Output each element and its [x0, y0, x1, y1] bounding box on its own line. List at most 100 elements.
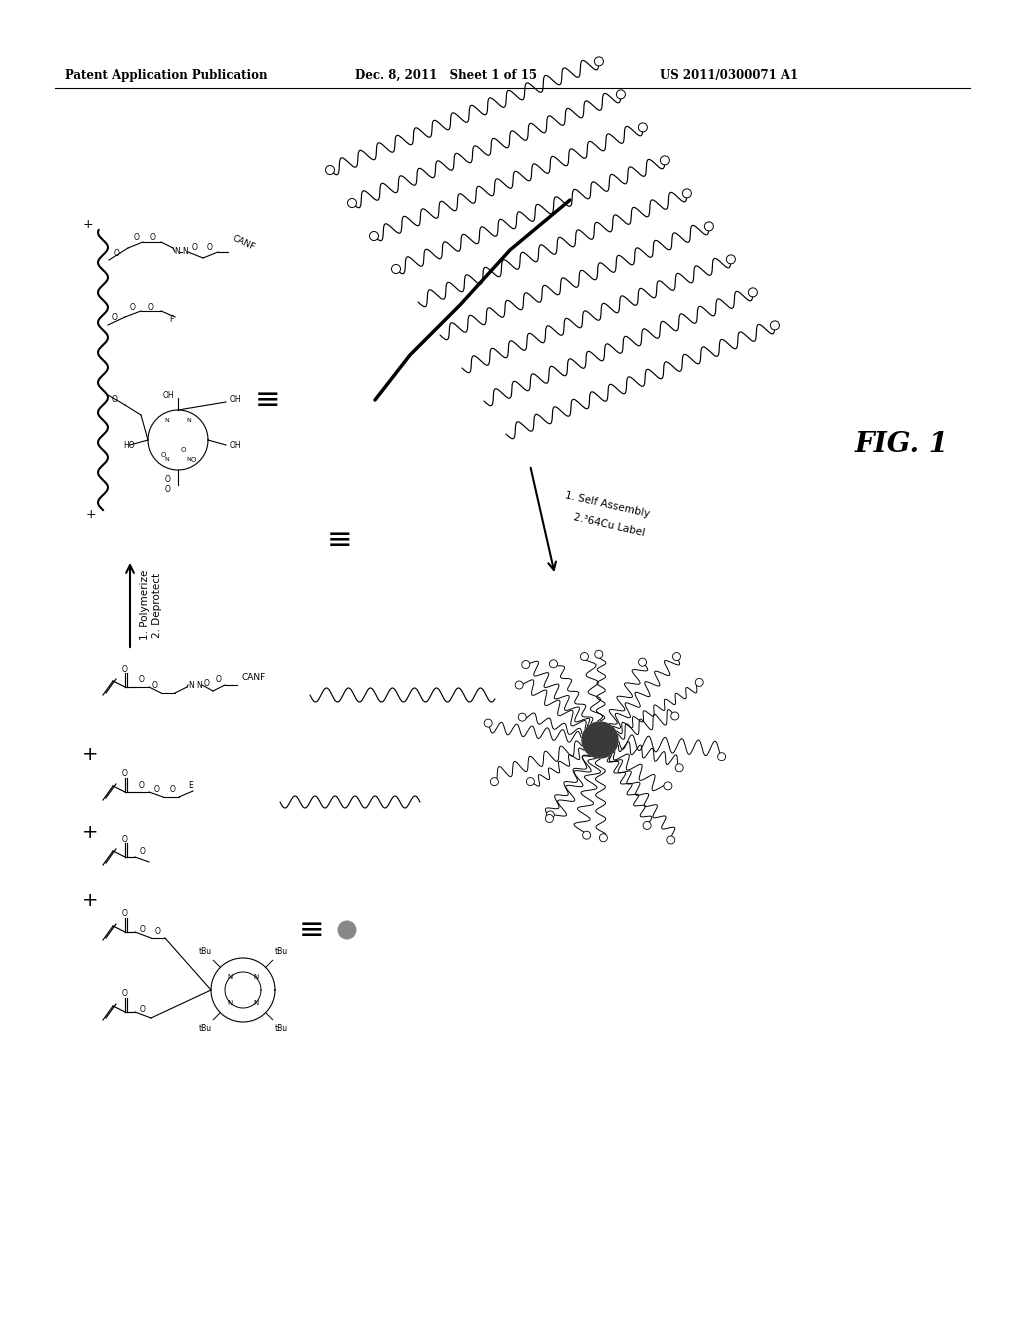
- Circle shape: [370, 231, 379, 240]
- Circle shape: [660, 156, 670, 165]
- Text: O: O: [122, 834, 128, 843]
- Circle shape: [675, 764, 683, 772]
- Text: OH: OH: [230, 396, 242, 404]
- Circle shape: [671, 711, 679, 719]
- Circle shape: [664, 781, 672, 789]
- Text: O: O: [114, 249, 120, 259]
- Text: O: O: [155, 927, 161, 936]
- Text: 2.³64Cu Label: 2.³64Cu Label: [572, 512, 646, 539]
- Text: O: O: [122, 664, 128, 673]
- Text: ≡: ≡: [299, 916, 325, 945]
- Text: HO: HO: [123, 441, 134, 450]
- Circle shape: [581, 652, 589, 660]
- Text: N: N: [186, 418, 191, 424]
- Circle shape: [490, 777, 499, 785]
- Text: N: N: [253, 999, 258, 1006]
- Text: F: F: [169, 315, 173, 325]
- Circle shape: [347, 198, 356, 207]
- Text: tBu: tBu: [274, 1024, 288, 1032]
- Text: O: O: [139, 676, 145, 685]
- Circle shape: [667, 836, 675, 843]
- Text: O: O: [112, 396, 118, 404]
- Text: Dec. 8, 2011   Sheet 1 of 15: Dec. 8, 2011 Sheet 1 of 15: [355, 69, 537, 82]
- Circle shape: [391, 264, 400, 273]
- Text: E: E: [188, 781, 194, 791]
- Circle shape: [582, 722, 618, 758]
- Circle shape: [547, 810, 554, 818]
- Text: ≡: ≡: [255, 385, 281, 414]
- Text: 1. Self Assembly: 1. Self Assembly: [564, 491, 651, 520]
- Text: N: N: [182, 248, 187, 256]
- Text: N: N: [174, 248, 180, 256]
- Text: CANF: CANF: [231, 234, 257, 252]
- Text: O: O: [140, 847, 146, 857]
- Text: O: O: [190, 457, 196, 463]
- Text: OH: OH: [162, 391, 174, 400]
- Text: +: +: [82, 824, 98, 842]
- Text: O: O: [122, 770, 128, 779]
- Text: O: O: [207, 243, 213, 252]
- Circle shape: [338, 921, 356, 939]
- Text: N: N: [186, 457, 191, 462]
- Text: Patent Application Publication: Patent Application Publication: [65, 69, 267, 82]
- Text: O: O: [151, 234, 156, 243]
- Text: O: O: [165, 486, 171, 495]
- Circle shape: [643, 821, 651, 829]
- Circle shape: [673, 652, 681, 660]
- Text: 2. Deprotect: 2. Deprotect: [152, 573, 162, 638]
- Text: +: +: [82, 891, 98, 909]
- Circle shape: [583, 832, 591, 840]
- Circle shape: [522, 660, 529, 668]
- Text: O: O: [165, 475, 171, 484]
- Text: O: O: [204, 678, 210, 688]
- Circle shape: [749, 288, 758, 297]
- Text: O: O: [180, 447, 185, 453]
- Text: N: N: [165, 457, 169, 462]
- Text: N: N: [165, 418, 169, 424]
- Text: O: O: [140, 925, 146, 935]
- Circle shape: [726, 255, 735, 264]
- Circle shape: [682, 189, 691, 198]
- Circle shape: [705, 222, 714, 231]
- Text: O: O: [122, 990, 128, 998]
- Text: tBu: tBu: [199, 1024, 211, 1032]
- Circle shape: [515, 681, 523, 689]
- Circle shape: [546, 814, 553, 822]
- Text: tBu: tBu: [274, 948, 288, 956]
- Text: O: O: [170, 785, 176, 795]
- Text: N: N: [253, 974, 258, 981]
- Circle shape: [326, 165, 335, 174]
- Text: O: O: [130, 302, 136, 312]
- Circle shape: [770, 321, 779, 330]
- Text: N: N: [227, 974, 232, 981]
- Text: O: O: [152, 681, 158, 690]
- Text: O: O: [154, 785, 160, 795]
- Text: O: O: [193, 243, 198, 252]
- Circle shape: [638, 123, 647, 132]
- Circle shape: [484, 719, 493, 727]
- Text: N: N: [227, 999, 232, 1006]
- Text: O: O: [161, 451, 166, 458]
- Circle shape: [550, 660, 557, 668]
- Circle shape: [595, 651, 603, 659]
- Circle shape: [639, 659, 646, 667]
- Text: FIG. 1: FIG. 1: [855, 432, 949, 458]
- Text: +: +: [82, 746, 98, 764]
- Circle shape: [518, 713, 526, 721]
- Text: +: +: [86, 508, 96, 521]
- Text: O: O: [216, 675, 222, 684]
- Text: O: O: [139, 780, 145, 789]
- Text: N: N: [188, 681, 194, 689]
- Text: N: N: [197, 681, 202, 689]
- Text: O: O: [134, 234, 140, 243]
- Circle shape: [718, 752, 726, 760]
- Text: O: O: [140, 1006, 146, 1015]
- Text: US 2011/0300071 A1: US 2011/0300071 A1: [660, 69, 798, 82]
- Circle shape: [594, 57, 603, 66]
- Text: CANF: CANF: [241, 672, 265, 681]
- Text: 1. Polymerize: 1. Polymerize: [140, 570, 150, 640]
- Circle shape: [695, 678, 703, 686]
- Text: O: O: [122, 909, 128, 919]
- Text: ≡: ≡: [328, 525, 352, 554]
- Text: OH: OH: [230, 441, 242, 450]
